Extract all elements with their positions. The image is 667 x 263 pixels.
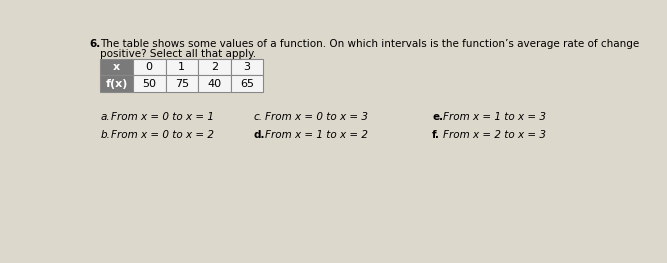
Text: From x = 1 to x = 3: From x = 1 to x = 3 <box>443 112 546 122</box>
Text: 2: 2 <box>211 62 218 72</box>
Text: 6.: 6. <box>89 39 101 49</box>
Bar <box>198 58 231 75</box>
Text: e.: e. <box>432 112 444 122</box>
Text: 40: 40 <box>207 79 221 89</box>
Text: x: x <box>113 62 120 72</box>
Bar <box>198 75 231 92</box>
Text: From x = 0 to x = 2: From x = 0 to x = 2 <box>111 130 214 140</box>
Text: From x = 0 to x = 3: From x = 0 to x = 3 <box>265 112 368 122</box>
Text: 3: 3 <box>243 62 250 72</box>
Bar <box>165 75 198 92</box>
Text: From x = 1 to x = 2: From x = 1 to x = 2 <box>265 130 368 140</box>
Text: f.: f. <box>432 130 440 140</box>
Text: 65: 65 <box>240 79 254 89</box>
Text: 0: 0 <box>146 62 153 72</box>
Text: a.: a. <box>101 112 110 122</box>
Text: d.: d. <box>254 130 265 140</box>
Bar <box>165 58 198 75</box>
Text: b.: b. <box>101 130 110 140</box>
Text: f(x): f(x) <box>105 79 128 89</box>
Bar <box>133 75 165 92</box>
Bar <box>101 75 133 92</box>
Text: The table shows some values of a function. On which intervals is the function’s : The table shows some values of a functio… <box>101 39 640 49</box>
Bar <box>231 75 263 92</box>
Bar <box>133 58 165 75</box>
Text: 50: 50 <box>142 79 156 89</box>
Text: From x = 0 to x = 1: From x = 0 to x = 1 <box>111 112 214 122</box>
Text: c.: c. <box>254 112 263 122</box>
Text: positive? Select all that apply.: positive? Select all that apply. <box>101 48 257 58</box>
Bar <box>101 58 133 75</box>
Text: 75: 75 <box>175 79 189 89</box>
Text: From x = 2 to x = 3: From x = 2 to x = 3 <box>443 130 546 140</box>
Bar <box>231 58 263 75</box>
Text: 1: 1 <box>178 62 185 72</box>
